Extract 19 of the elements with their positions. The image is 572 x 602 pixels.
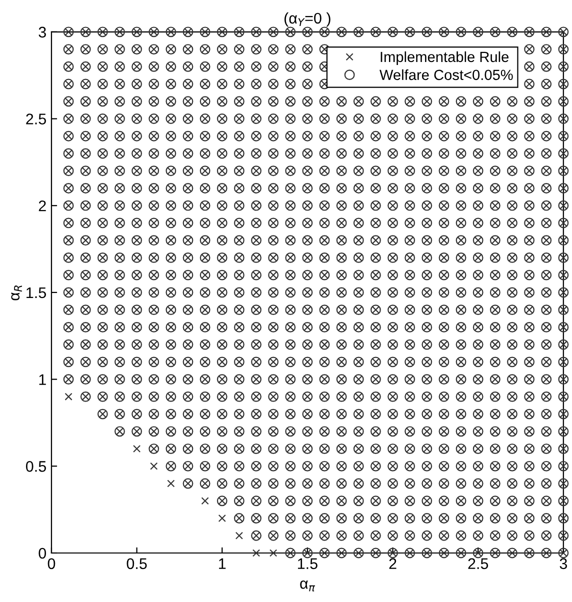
x-axis-title: α$_{π}$ [300,580,316,592]
y-tick-label: 3 [38,26,46,38]
y-tick-label: 1.5 [26,287,46,298]
y-tick-label: 1 [39,374,46,385]
x-tick-label: 2 [389,558,396,569]
chart-title: (α$_{Y}$=0 ) [284,12,330,27]
y-tick-label: 2 [38,200,46,212]
legend-label: Implementable Rule [380,51,509,65]
x-tick-label: 2.5 [468,558,488,570]
legend-label: Welfare Cost<0.05% [380,69,513,80]
y-tick-label: 0 [38,548,46,559]
y-tick-label: 0.5 [26,461,46,472]
y-tick-label: 2.5 [26,114,46,124]
x-tick-label: 0 [48,558,56,570]
y-axis-title: α$_{R}$ [11,286,22,300]
x-tick-label: 1 [219,558,226,569]
x-tick-label: 3 [560,558,567,570]
x-tick-label: 0.5 [126,558,147,570]
x-tick-label: 1.5 [298,558,318,570]
